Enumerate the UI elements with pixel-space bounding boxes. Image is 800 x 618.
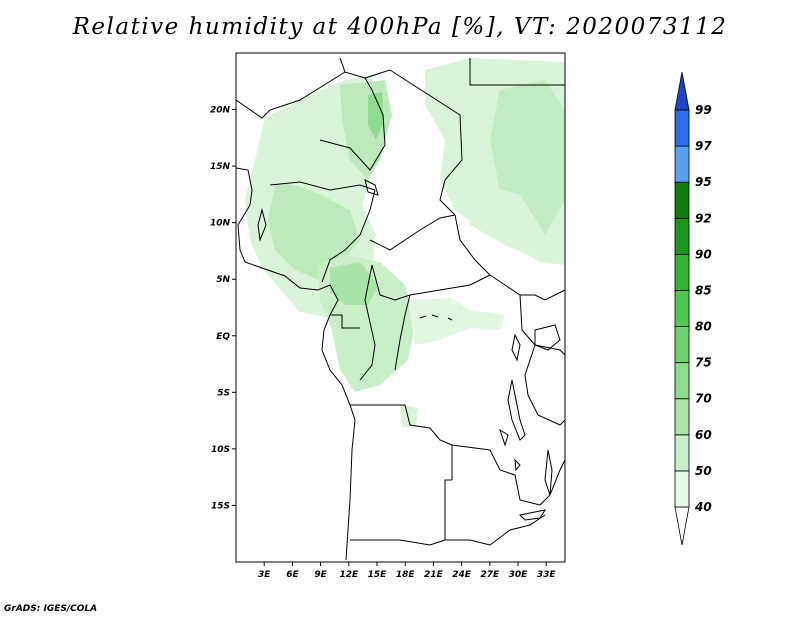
lake-tanganyika — [507, 379, 526, 441]
lake-albert — [511, 333, 521, 362]
humidity-area-niger-peak — [368, 92, 384, 140]
border-mauritania-mali — [235, 71, 366, 119]
colorbar-labels: 40 50 60 70 75 80 85 90 92 95 97 99 — [694, 103, 712, 514]
colorbar-segment — [674, 362, 690, 400]
lake-victoria — [534, 324, 561, 351]
lat-tick-label: 10N — [210, 219, 231, 229]
border-niger-nigeria — [269, 181, 376, 191]
chart-title: Relative humidity at 400hPa [%], VT: 202… — [72, 14, 728, 40]
border-zimbabwe — [489, 514, 546, 546]
colorbar-level-label: 75 — [695, 356, 712, 370]
colorbar-level-label: 50 — [695, 464, 712, 478]
colorbar-level-label: 85 — [695, 283, 712, 297]
humidity-area-west-core — [268, 184, 360, 280]
lat-ticks: 20N 15N 10N 5N EQ 5S 10S 15S — [210, 106, 236, 511]
border-south-sudan — [489, 274, 566, 301]
lat-tick-label: EQ — [216, 332, 230, 342]
humidity-area-ethiopia-edge — [470, 180, 555, 260]
lake-mweru — [514, 458, 521, 472]
colorbar-segment — [674, 145, 690, 183]
border-nigeria-cameroon — [321, 189, 376, 283]
lat-tick-label: 5S — [217, 388, 230, 398]
border-chad-east — [439, 179, 491, 276]
river-congo-dashes — [419, 314, 453, 321]
colorbar-segment — [674, 434, 690, 472]
colorbar-top-arrow — [674, 71, 690, 111]
border-congo-drc — [359, 264, 376, 381]
colorbar-level-label: 40 — [694, 500, 712, 514]
lon-tick-label: 3E — [258, 570, 271, 580]
border-kenya — [534, 344, 566, 356]
credit-label: GrADS: IGES/COLA — [4, 604, 98, 614]
colorbar-level-label: 60 — [695, 428, 712, 442]
lon-tick-label: 30E — [509, 570, 529, 580]
lon-ticks: 3E 6E 9E 12E 15E 18E 21E 24E 27E 30E 33E — [258, 562, 556, 580]
lon-tick-label: 18E — [396, 570, 416, 580]
colorbar-level-label: 97 — [695, 139, 712, 153]
colorbar-segment — [674, 181, 690, 219]
border-tanzania — [524, 374, 566, 426]
humidity-field — [245, 58, 565, 428]
lat-tick-label: 5N — [216, 275, 230, 285]
lat-tick-label: 15S — [211, 501, 230, 511]
lake-volta — [257, 208, 267, 242]
lon-tick-label: 6E — [286, 570, 299, 580]
colorbar-segment — [674, 326, 690, 364]
lon-tick-label: 12E — [339, 570, 359, 580]
colorbar-segment — [674, 398, 690, 436]
colorbar-segment — [674, 470, 690, 508]
colorbar-bottom-arrow — [674, 506, 690, 546]
map-frame — [235, 52, 566, 563]
lon-tick-label: 27E — [480, 570, 500, 580]
country-borders — [235, 57, 566, 561]
colorbar-segment — [674, 109, 690, 147]
lat-tick-label: 10S — [211, 445, 230, 455]
border-mozambique — [539, 459, 566, 506]
lake-malawi — [544, 449, 553, 496]
humidity-area-south-spot — [400, 405, 418, 428]
border-mali-niger — [319, 77, 386, 171]
coastline-west — [235, 167, 356, 561]
colorbar-level-label: 92 — [695, 211, 712, 225]
border-mali-algeria — [339, 57, 346, 73]
colorbar-segments — [674, 71, 690, 546]
border-zambia-north — [451, 444, 541, 506]
lon-tick-label: 33E — [537, 570, 557, 580]
lat-tick-label: 20N — [210, 106, 231, 116]
colorbar-segment — [674, 290, 690, 327]
colorbar-segment — [674, 253, 690, 291]
colorbar-level-label: 70 — [695, 392, 712, 406]
colorbar-level-label: 90 — [695, 247, 712, 261]
colorbar-level-label: 99 — [695, 103, 712, 117]
lon-tick-label: 15E — [368, 570, 388, 580]
colorbar-segment — [674, 217, 690, 255]
border-niger-north — [364, 69, 463, 181]
lake-kariba — [518, 509, 547, 521]
lat-tick-label: 15N — [210, 162, 231, 172]
border-namibia — [350, 539, 446, 546]
lake-kivu-tanganyika — [499, 428, 509, 447]
humidity-area-equatorial — [408, 298, 505, 345]
lon-tick-label: 21E — [424, 570, 444, 580]
border-sudan-ethiopia — [469, 58, 565, 86]
colorbar-level-label: 95 — [695, 175, 712, 189]
lon-tick-label: 9E — [314, 570, 327, 580]
lake-chad — [364, 179, 379, 196]
lon-tick-label: 24E — [452, 570, 472, 580]
colorbar-level-label: 80 — [695, 320, 712, 334]
border-chad-car — [369, 214, 456, 251]
border-drc-east — [394, 294, 411, 371]
border-gabon — [330, 314, 360, 329]
